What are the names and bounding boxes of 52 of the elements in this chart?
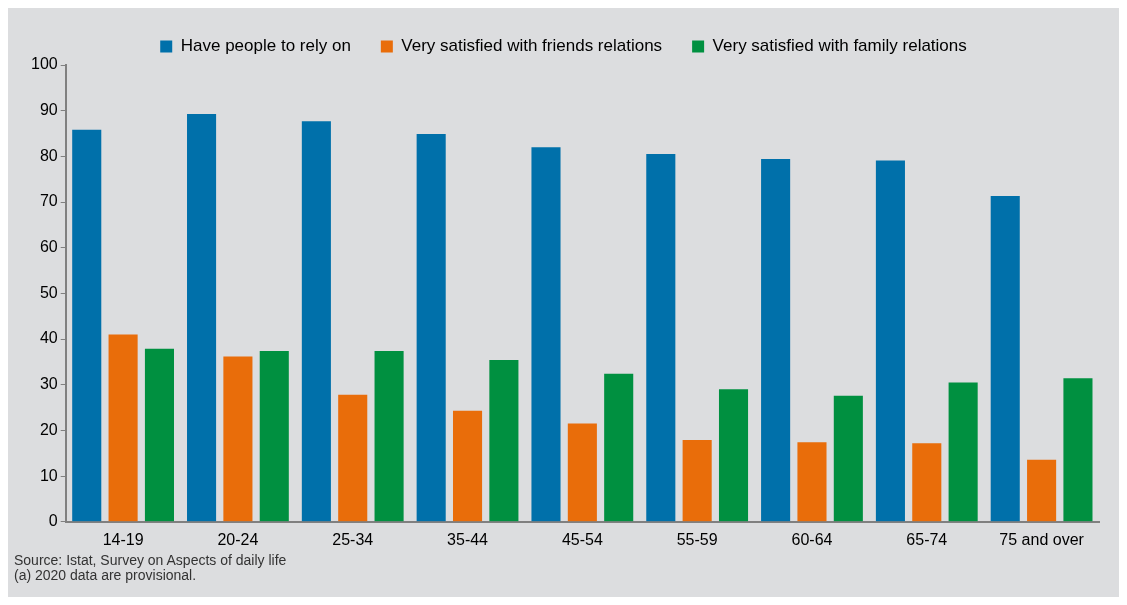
bar xyxy=(761,159,791,522)
y-tick-label: 70 xyxy=(39,192,58,210)
bar xyxy=(531,147,561,522)
bar xyxy=(223,356,253,522)
y-tick-label: 40 xyxy=(39,329,58,347)
y-tick-label: 10 xyxy=(39,466,58,484)
bar xyxy=(187,113,217,522)
bar xyxy=(301,121,331,522)
bar xyxy=(682,440,712,522)
bar xyxy=(833,395,863,522)
bar xyxy=(718,389,749,522)
bar xyxy=(416,133,446,522)
bar xyxy=(338,394,368,522)
y-tick-label: 30 xyxy=(39,375,58,393)
y-tick-label: 20 xyxy=(39,420,58,438)
legend-label: Very satisfied with friends relations xyxy=(401,36,663,56)
bar xyxy=(1027,459,1057,522)
bar xyxy=(452,410,483,522)
bar xyxy=(567,423,597,522)
x-tick-label: 60-64 xyxy=(791,530,833,548)
bar xyxy=(1063,378,1093,522)
legend-label: Have people to rely on xyxy=(180,36,351,56)
bar xyxy=(259,350,289,522)
bar xyxy=(604,373,634,522)
y-tick-label: 80 xyxy=(39,146,58,164)
x-tick-label: 45-54 xyxy=(561,530,603,548)
bar xyxy=(144,348,174,522)
x-tick-label: 55-59 xyxy=(676,530,718,548)
y-tick-label: 90 xyxy=(39,101,58,119)
legend-label: Very satisfied with family relations xyxy=(712,36,967,56)
bar xyxy=(72,129,102,522)
x-tick-label: 20-24 xyxy=(217,530,259,548)
x-tick-label: 35-44 xyxy=(447,530,489,548)
y-tick-label: 60 xyxy=(39,238,58,256)
text: (a) 2020 data are provisional. xyxy=(14,567,197,583)
bar xyxy=(990,196,1020,522)
bar xyxy=(948,382,978,522)
bar xyxy=(646,154,676,522)
bar xyxy=(374,350,404,522)
y-tick-label: 50 xyxy=(39,283,58,301)
x-tick-label: 75 and over xyxy=(999,530,1085,548)
bar xyxy=(489,360,519,522)
x-tick-label: 25-34 xyxy=(332,530,374,548)
x-tick-label: 14-19 xyxy=(102,530,144,548)
bar xyxy=(797,442,827,522)
x-tick-label: 65-74 xyxy=(906,530,948,548)
source-note: Source: Istat, Survey on Aspects of daily life xyxy=(14,552,288,568)
y-tick-label: 0 xyxy=(48,512,58,530)
bar xyxy=(875,160,905,522)
y-tick-label: 100 xyxy=(30,55,58,73)
bar xyxy=(108,334,138,522)
bar xyxy=(912,443,942,522)
